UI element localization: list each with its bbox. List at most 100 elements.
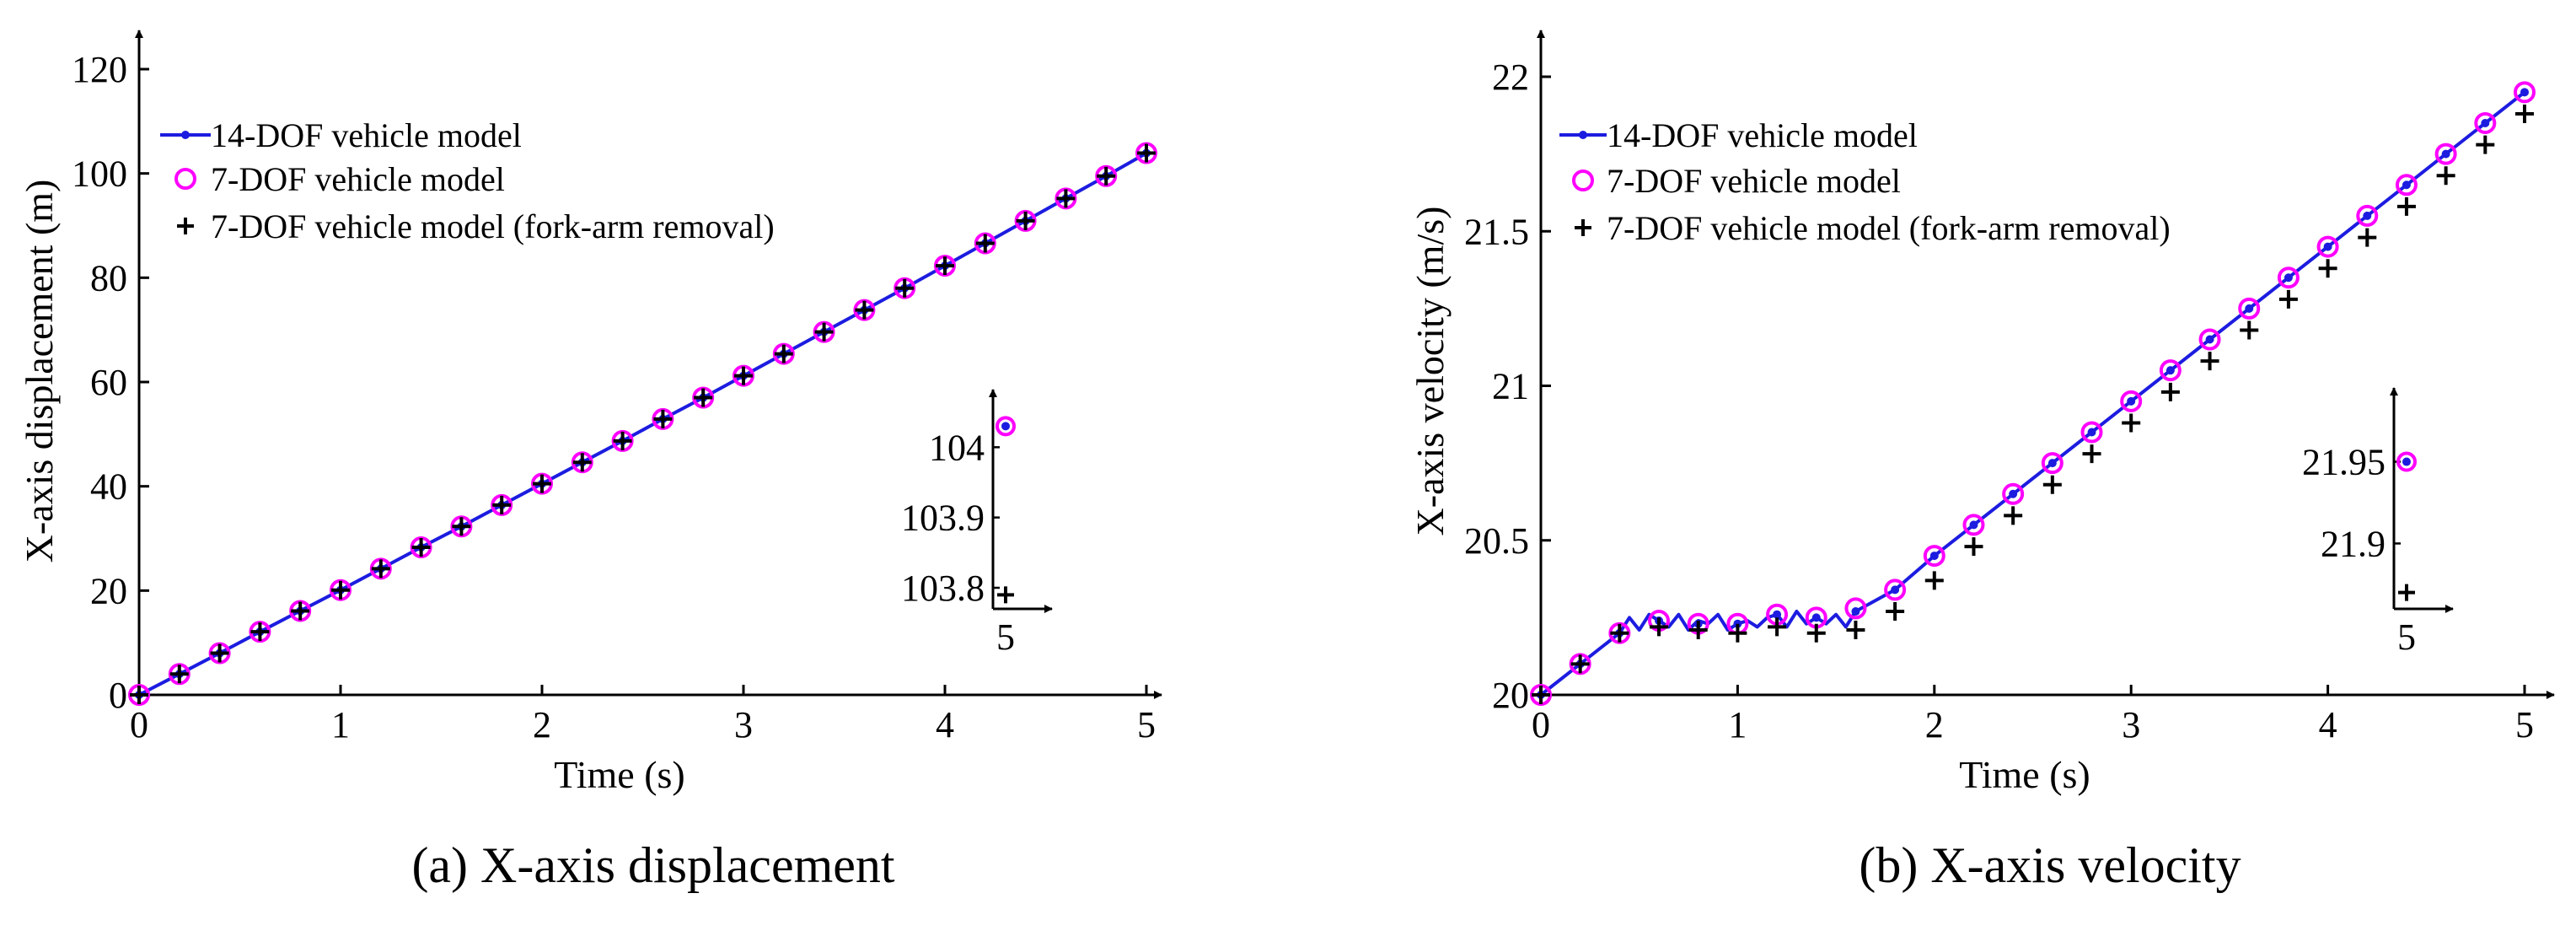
x-axis-label: Time (s)	[554, 753, 685, 796]
point-7dof-forkarm	[2160, 382, 2180, 401]
point-7dof	[2198, 328, 2221, 351]
series-7dof-forkarm-plus	[130, 143, 1156, 704]
point-14dof	[2127, 396, 2136, 406]
point-14dof	[1929, 552, 1939, 561]
legend-label-7dof-forkarm: 7-DOF vehicle model (fork-arm removal)	[1607, 209, 2171, 247]
point-7dof	[1884, 579, 1907, 601]
axes	[135, 30, 1162, 699]
legend-plus-7dof-forkarm	[1575, 219, 1591, 236]
point-7dof-forkarm	[1056, 189, 1076, 208]
y-tick-label: 0	[109, 675, 127, 716]
point-7dof-forkarm	[653, 409, 673, 428]
point-7dof-forkarm	[411, 538, 431, 557]
point-7dof	[2356, 204, 2379, 227]
inset-x-tick-label: 5	[2397, 616, 2416, 658]
ticks: 0 1 2 3 4 5 0 20 40 60 80 100 120	[72, 49, 1156, 745]
point-14dof	[2047, 459, 2057, 468]
point-7dof-forkarm	[613, 431, 632, 450]
point-7dof-forkarm	[2200, 352, 2219, 371]
y-tick-label: 100	[72, 153, 127, 195]
point-7dof-forkarm	[1924, 571, 1944, 590]
point-7dof-forkarm	[130, 686, 148, 704]
legend-label-7dof: 7-DOF vehicle model	[211, 160, 505, 198]
point-7dof-forkarm	[1768, 617, 1787, 637]
point-7dof	[2434, 143, 2457, 165]
x-tick-label: 4	[2319, 704, 2337, 745]
point-7dof-forkarm	[2396, 196, 2416, 216]
point-14dof	[2363, 211, 2372, 220]
point-7dof-forkarm	[2042, 475, 2062, 494]
x-tick-label: 5	[1137, 704, 1156, 745]
point-7dof	[2080, 421, 2103, 444]
x-tick-label: 3	[2122, 704, 2140, 745]
inset-y-tick-label: 103.9	[901, 498, 985, 539]
axes	[1537, 30, 2555, 699]
caption-a: (a) X-axis displacement	[411, 837, 894, 893]
inset-point-7dof	[996, 416, 1016, 437]
point-7dof-forkarm	[2004, 506, 2023, 525]
point-7dof-forkarm	[2436, 166, 2455, 186]
y-axis-label: X-axis velocity (m/s)	[1409, 207, 1452, 536]
x-tick-label: 0	[1532, 704, 1550, 745]
point-7dof-forkarm	[855, 300, 874, 320]
point-7dof-forkarm	[169, 665, 189, 684]
y-tick-label: 22	[1492, 57, 1529, 98]
point-7dof-forkarm	[1570, 654, 1590, 674]
inset-point-7dof-forkarm	[997, 586, 1014, 604]
point-7dof-forkarm	[210, 643, 229, 663]
legend-dot-14dof	[1579, 131, 1587, 139]
point-7dof-forkarm	[1137, 143, 1156, 163]
point-7dof-forkarm	[1016, 211, 1035, 230]
point-7dof	[2395, 174, 2418, 196]
point-7dof-forkarm	[2318, 259, 2337, 278]
point-7dof	[2514, 81, 2536, 104]
x-tick-label: 2	[533, 704, 551, 745]
point-7dof-forkarm	[734, 366, 753, 385]
point-7dof	[2238, 297, 2261, 320]
point-7dof	[2474, 111, 2497, 134]
point-7dof-forkarm	[1846, 621, 1865, 640]
legend-circle-7dof	[1572, 170, 1594, 191]
chart-displacement: 0 1 2 3 4 5 0 20 40 60 80 100 120 14-DOF vehicle mod…	[18, 30, 1162, 796]
inset-point-7dof	[2396, 451, 2417, 472]
y-tick-label: 60	[90, 362, 127, 403]
ticks: 0 1 2 3 4 5 20 20.5 21 21.5 22	[1464, 57, 2534, 745]
point-7dof-forkarm	[291, 601, 310, 621]
point-7dof-forkarm	[331, 580, 350, 600]
inset-zoom: 21.9 21.95 5	[2302, 387, 2454, 658]
point-7dof	[1962, 514, 1985, 536]
point-14dof	[2520, 88, 2529, 97]
point-7dof	[2159, 359, 2182, 382]
point-7dof	[2316, 235, 2339, 258]
series-7dof-circles	[1530, 81, 2536, 706]
inset-y-tick-label: 104	[929, 427, 985, 468]
inset-point-14dof	[1001, 422, 1010, 431]
legend-circle-7dof	[174, 168, 196, 190]
point-7dof	[2041, 452, 2063, 475]
inset-zoom: 103.8 103.9 104 5	[901, 389, 1053, 658]
point-7dof-forkarm	[1728, 623, 1747, 643]
x-axis-label: Time (s)	[1959, 753, 2090, 796]
x-tick-label: 4	[936, 704, 954, 745]
point-7dof-forkarm	[452, 517, 471, 536]
point-7dof-forkarm	[1886, 602, 1905, 622]
point-14dof	[1811, 613, 1821, 622]
point-14dof	[2441, 149, 2450, 159]
point-14dof	[2402, 180, 2411, 190]
legend-dot-14dof	[181, 131, 190, 139]
point-7dof-forkarm	[2358, 228, 2377, 247]
inset-point-14dof	[2402, 457, 2411, 466]
x-tick-label: 1	[1728, 704, 1747, 745]
legend-label-14dof: 14-DOF vehicle model	[211, 116, 522, 154]
x-tick-label: 2	[1925, 704, 1944, 745]
point-14dof	[2087, 428, 2096, 437]
point-7dof-forkarm	[774, 344, 793, 363]
point-14dof	[1891, 585, 1900, 595]
point-7dof-forkarm	[2122, 413, 2141, 433]
y-tick-label: 120	[72, 49, 127, 90]
point-7dof	[2277, 266, 2300, 289]
point-14dof	[2009, 489, 2018, 498]
inset-y-tick-label: 21.95	[2302, 442, 2385, 483]
inset-y-tick-label: 103.8	[901, 568, 985, 609]
